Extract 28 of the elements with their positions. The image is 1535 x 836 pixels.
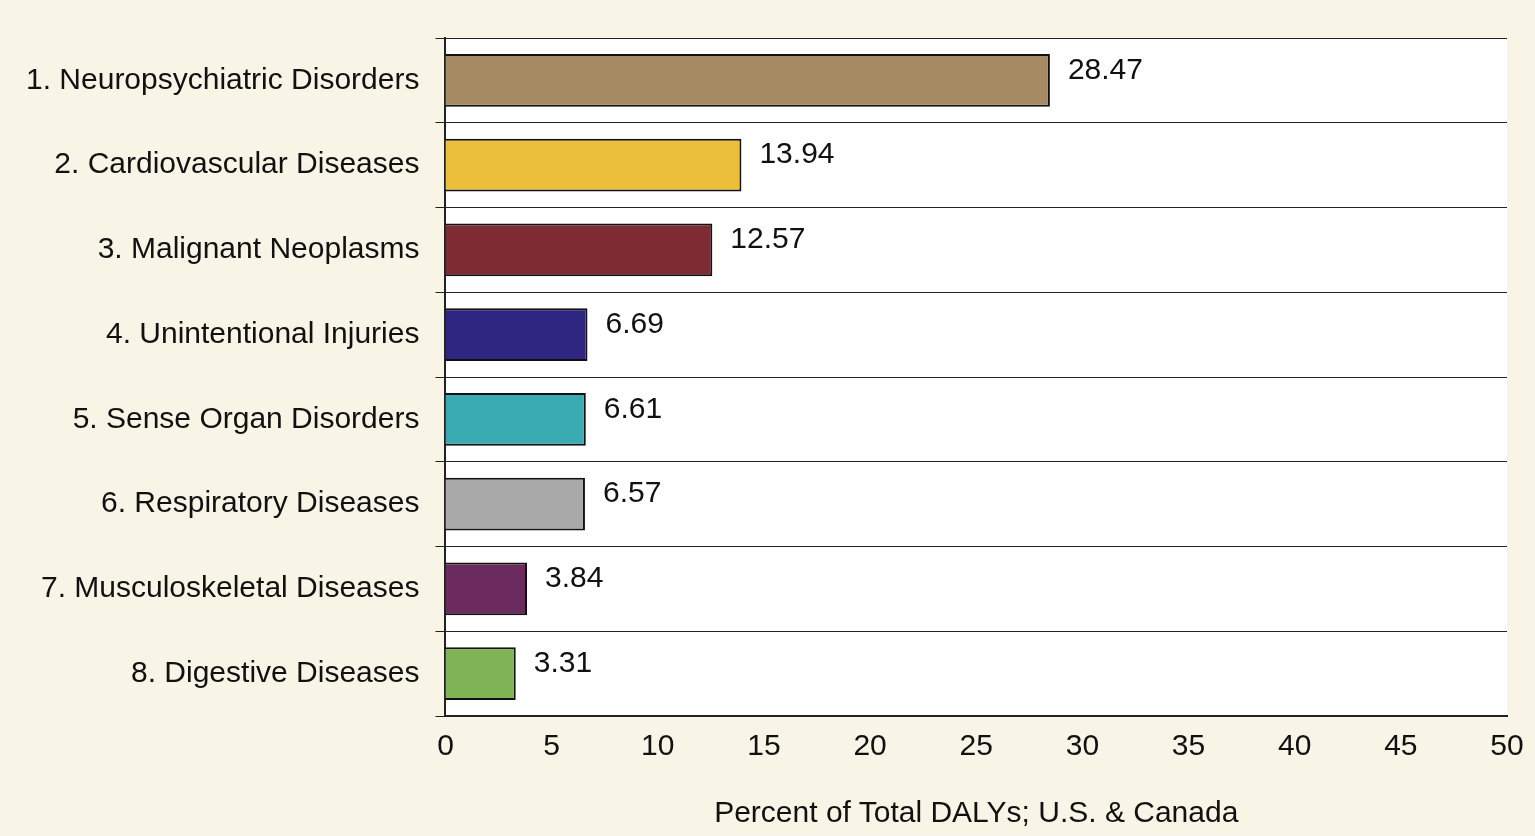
x-tick-label: 30 — [1065, 728, 1100, 762]
y-tick-label: 7. Musculoskeletal Diseases — [40, 570, 420, 604]
data-label: 12.57 — [730, 221, 806, 255]
x-tick-label: 5 — [543, 728, 560, 762]
x-tick-label: 15 — [747, 728, 781, 762]
data-label: 6.69 — [605, 305, 664, 339]
y-tick-label: 4. Unintentional Injuries — [105, 315, 420, 349]
data-label: 3.31 — [533, 644, 593, 678]
x-tick-label: 0 — [437, 728, 454, 762]
y-tick-label: 8. Digestive Diseases — [131, 654, 420, 688]
data-label: 3.84 — [545, 560, 604, 594]
y-tick-label: 5. Sense Organ Disorders — [72, 400, 420, 434]
x-tick-label: 25 — [959, 728, 993, 762]
y-tick-label: 6. Respiratory Diseases — [101, 485, 420, 519]
y-tick-label: 3. Malignant Neoplasms — [97, 231, 420, 265]
x-tick-label: 20 — [853, 728, 887, 762]
data-label: 6.61 — [603, 390, 663, 424]
x-tick-label: 40 — [1278, 728, 1312, 762]
x-tick-label: 45 — [1384, 728, 1418, 762]
data-label: 13.94 — [759, 136, 835, 170]
y-tick-label: 1. Neuropsychiatric Disorders — [25, 61, 420, 95]
data-label: 6.57 — [602, 475, 662, 509]
x-tick-label: 35 — [1171, 728, 1206, 762]
data-label: 28.47 — [1067, 51, 1143, 85]
x-tick-label: 10 — [641, 728, 675, 762]
x-tick-label: 50 — [1490, 728, 1524, 762]
x-axis-title: Percent of Total DALYs; U.S. & Canada — [714, 795, 1239, 829]
y-tick-label: 2. Cardiovascular Diseases — [54, 146, 420, 180]
